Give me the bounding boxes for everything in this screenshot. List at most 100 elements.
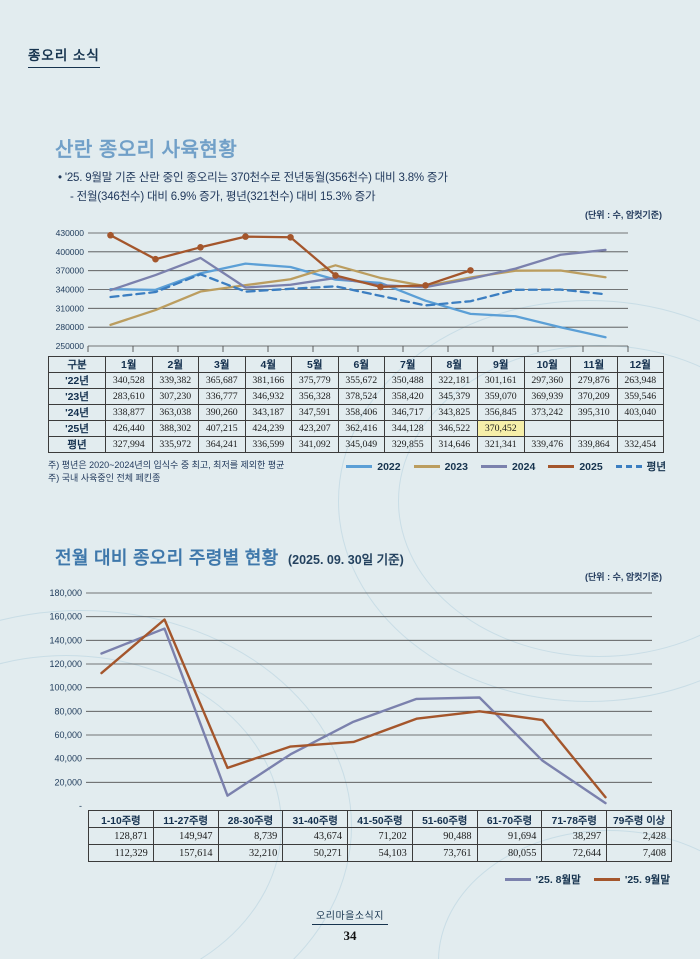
table1-value-cell: 343,187: [244, 404, 292, 421]
table1-month-header: 8월: [430, 356, 478, 373]
table1-value-cell: 338,877: [105, 404, 153, 421]
series-line-'25. 9월말: [100, 618, 607, 799]
y-axis-label: -: [79, 801, 82, 809]
table1-month-header: 7월: [384, 356, 432, 373]
table1-value-cell: 423,207: [291, 420, 339, 437]
y-axis-label: 160,000: [49, 612, 82, 622]
table1-month-header: 12월: [616, 356, 664, 373]
legend-item: 2023: [413, 461, 468, 473]
table1-value-cell: 350,488: [384, 372, 432, 389]
table1-value-cell: 369,939: [523, 388, 571, 405]
table1-value-cell: 336,599: [244, 436, 292, 453]
monthly-breeding-chart: 430000 400000 370000 340000 310000 280000 2500…: [56, 228, 629, 352]
data-point-marker: [332, 272, 339, 279]
legend-item: '25. 9월말: [593, 872, 670, 887]
series-line-'25. 8월말: [100, 627, 607, 805]
table1-value-cell: 362,416: [337, 420, 385, 437]
table1-value-cell: 381,166: [244, 372, 292, 389]
data-point-marker: [377, 283, 384, 291]
table1-value-cell: 327,994: [105, 436, 153, 453]
data-point-marker: [107, 231, 114, 239]
table1-value-cell: 403,040: [616, 404, 664, 421]
y-axis-label: 340000: [56, 285, 85, 295]
table2-value-cell: 72,644: [541, 844, 608, 862]
table1-value-cell: 332,454: [616, 436, 664, 453]
section2-subtitle: (2025. 09. 30일 기준): [287, 553, 404, 567]
table2-age-header: 1-10주령: [88, 810, 154, 828]
table2-value-cell: 157,614: [152, 844, 219, 862]
table1-value-cell: 359,070: [477, 388, 525, 405]
table1-value-cell: 370,452: [477, 420, 525, 437]
table1-value-cell: 301,161: [477, 372, 525, 389]
table1-month-header: 11월: [570, 356, 618, 373]
table1-value-cell: 359,546: [616, 388, 664, 405]
table2-age-header: 61-70주령: [476, 810, 543, 828]
legend-item: 2025: [548, 460, 603, 473]
legend-item: 2022: [346, 461, 401, 473]
table2-value-cell: 8,739: [217, 827, 284, 845]
data-point-marker: [422, 282, 429, 289]
y-axis-label: 60,000: [54, 730, 82, 740]
table1-value-cell: 345,379: [430, 388, 478, 405]
table1-value-cell: 373,242: [523, 404, 571, 421]
table1-value-cell: 322,181: [430, 372, 478, 389]
table2-value-cell: 91,694: [476, 827, 543, 845]
table1-value-cell: 355,672: [337, 372, 385, 389]
age-distribution-table: 1-10주령 11-27주령 28-30주령 31-40주령 41-50주령 51-60주…: [88, 810, 672, 862]
legend-swatch: [413, 465, 440, 468]
legend-item: 2024: [480, 461, 535, 473]
table1-value-cell: 339,476: [523, 436, 571, 453]
chart1-legend: 2022 2023 2024 2025 평년: [346, 459, 666, 474]
legend-swatch: [593, 878, 620, 881]
legend-label: 2025: [579, 460, 603, 473]
section2-unit-note: (단위 : 수, 암컷기준): [585, 572, 662, 582]
y-axis-label: 430000: [56, 228, 85, 238]
table1-value-cell: 395,310: [570, 404, 618, 421]
table1-value-cell: 343,825: [430, 404, 478, 421]
table1-value-cell: 340,528: [105, 372, 153, 389]
table2-value-cell: 54,103: [347, 844, 413, 862]
table2-age-header: 41-50주령: [347, 810, 413, 828]
table2-age-header: 11-27주령: [152, 810, 219, 828]
table1-value-cell: 279,876: [570, 372, 618, 389]
table1-value-cell: 363,038: [151, 404, 199, 421]
table2-age-header: 79주령 이상: [606, 810, 672, 828]
legend-swatch: [615, 465, 642, 468]
y-axis-label: 400000: [56, 247, 85, 257]
document-header: 종오리 소식: [28, 44, 100, 68]
table1-value-cell: [616, 420, 664, 437]
table1-value-cell: [523, 420, 571, 437]
legend-label: '25. 9월말: [624, 874, 670, 886]
table2-age-header: 28-30주령: [217, 810, 284, 828]
table1-value-cell: 358,406: [337, 404, 385, 421]
table2-age-header: 51-60주령: [411, 810, 478, 828]
footnote-normal-year: 주) 평년은 2020~2024년의 입식수 중 최고, 최저를 제외한 평균: [48, 460, 285, 470]
table1-value-cell: 365,687: [198, 372, 246, 389]
legend-item: 평년: [615, 459, 666, 474]
table2-value-cell: 50,271: [282, 844, 349, 862]
table1-row-label: 평년: [48, 436, 106, 453]
table1-row-label: '24년: [48, 404, 106, 421]
table1-value-cell: 407,215: [198, 420, 246, 437]
table1-row-label: '22년: [48, 372, 106, 389]
data-point-marker: [242, 233, 249, 240]
table1-value-cell: 263,948: [616, 372, 664, 389]
legend-swatch: [346, 465, 373, 468]
section1-bullet-1: • '25. 9월말 기준 산란 중인 종오리는 370천수로 전년동월(356…: [58, 172, 448, 184]
data-point-marker: [287, 233, 294, 241]
data-point-marker: [152, 255, 159, 263]
table1-value-cell: 370,209: [570, 388, 618, 405]
table1-month-header: 5월: [291, 356, 339, 373]
table1-value-cell: 307,230: [151, 388, 199, 405]
table1-value-cell: 356,328: [291, 388, 339, 405]
data-point-marker: [197, 244, 204, 251]
table1-value-cell: 424,239: [244, 420, 292, 437]
legend-swatch: [480, 465, 507, 468]
page-footer: 오리마을소식지 34: [0, 906, 700, 944]
table1-corner-header: 구분: [48, 356, 106, 373]
footnote-pekin: 주) 국내 사육중인 전체 페킨종: [48, 473, 161, 483]
table1-value-cell: 358,420: [384, 388, 432, 405]
series-line-2022: [109, 262, 607, 339]
table2-value-cell: 38,297: [541, 827, 608, 845]
